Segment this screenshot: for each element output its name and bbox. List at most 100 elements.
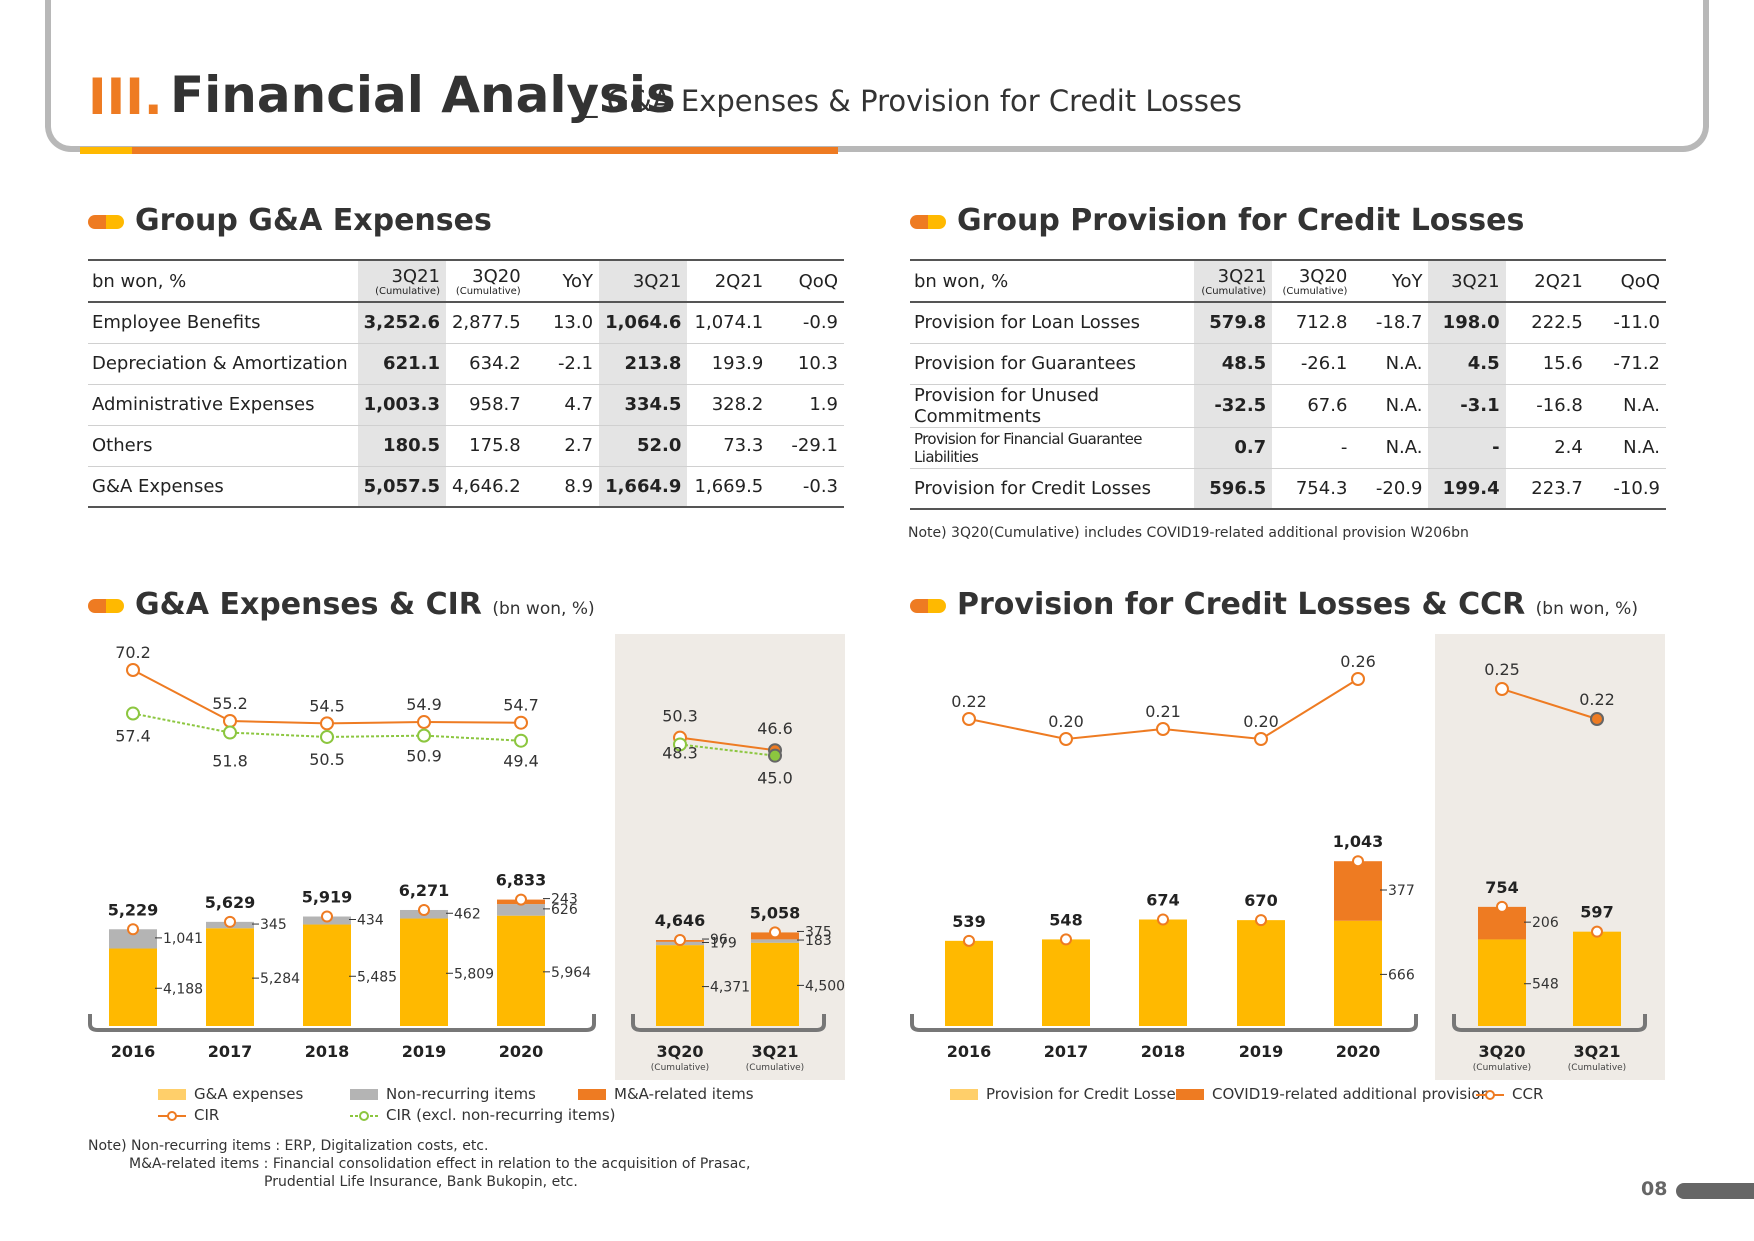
pcl-chart-title: Provision for Credit Losses & CCR — [957, 587, 1526, 622]
line-point-label: 51.8 — [212, 752, 248, 771]
highlight-panel — [1435, 634, 1665, 1080]
legend-swatch — [1176, 1089, 1204, 1100]
table-header-cell: 3Q21 (Cumulative) — [1194, 259, 1273, 303]
header-frame — [45, 0, 1709, 152]
table-header-cell: 2Q21 — [1505, 259, 1589, 303]
table-cell: -11.0 — [1588, 302, 1666, 344]
axis-baseline — [88, 1014, 596, 1032]
total-marker — [224, 915, 236, 928]
total-label: 5,058 — [750, 903, 801, 922]
line-point — [417, 728, 431, 743]
table-header-cell: QoQ — [1588, 259, 1666, 303]
bar-segment — [1042, 939, 1090, 1026]
line-point-label: 54.7 — [503, 696, 539, 715]
line-point-label: 46.6 — [757, 719, 793, 738]
table-header-label: 3Q21 — [391, 265, 440, 287]
line-point — [673, 737, 687, 752]
table-header-cell: 3Q20 (Cumulative) — [445, 259, 527, 303]
row-label: Provision for Financial Guarantee Liabil… — [910, 427, 1195, 469]
table-cell: 2.4 — [1505, 427, 1589, 469]
total-marker — [127, 923, 139, 936]
line-point — [320, 729, 334, 744]
line-point-label: 54.5 — [309, 696, 345, 715]
table-header-cell: 3Q21 — [1428, 259, 1506, 303]
table-header-label: 3Q20 — [1298, 265, 1348, 287]
pcl-chart-unit: (bn won, %) — [1535, 599, 1638, 619]
total-label: 674 — [1146, 891, 1179, 910]
table-cell: 4,646.2 — [445, 466, 527, 508]
legend-label: CCR — [1512, 1085, 1544, 1103]
table-header-label: 3Q21 — [1217, 265, 1267, 287]
table-header-label: YoY — [562, 270, 594, 292]
table-header-label: 3Q20 — [472, 265, 521, 287]
legend-line-icon — [158, 1110, 186, 1121]
line-point-label: 0.20 — [1243, 712, 1279, 731]
line-point-label: 0.26 — [1340, 652, 1376, 671]
table-cell: N.A. — [1353, 384, 1429, 428]
table-cell: 222.5 — [1505, 302, 1589, 344]
segment-label: 1,041 — [163, 931, 203, 947]
segment-label: 5,964 — [551, 965, 591, 981]
series-line — [1501, 688, 1598, 720]
line-point-label: 55.2 — [212, 694, 248, 713]
table-row: Provision for Credit Losses 596.5 754.3 -20… — [910, 468, 1666, 510]
table-cell: -0.9 — [769, 302, 844, 344]
segment-label: 377 — [1388, 883, 1415, 899]
legend-cir: CIR — [158, 1106, 219, 1124]
table-cell: 175.8 — [445, 425, 527, 467]
line-point-label: 0.22 — [951, 692, 987, 711]
table-cell: 634.2 — [445, 343, 527, 385]
total-marker — [1591, 925, 1603, 938]
table-cell: -10.9 — [1588, 468, 1666, 510]
legend-ccr: CCR — [1476, 1085, 1543, 1103]
line-point — [223, 714, 237, 728]
line-point — [320, 716, 334, 731]
x-tick-label: 2020 — [499, 1042, 544, 1061]
total-marker — [769, 926, 781, 939]
x-tick-label: 3Q20 — [657, 1042, 704, 1061]
line-point-label: 45.0 — [757, 769, 793, 788]
table-row: Employee Benefits 3,252.6 2,877.5 13.0 1,064… — [88, 302, 844, 344]
table-header-cell: QoQ — [769, 259, 844, 303]
pcl-chart-title-row: Provision for Credit Losses & CCR (bn wo… — [957, 587, 1638, 622]
x-tick-label: 2016 — [947, 1042, 992, 1061]
table-cell: 712.8 — [1272, 302, 1354, 344]
table-cell: 180.5 — [357, 425, 446, 467]
x-tick-sublabel: (Cumulative) — [1473, 1063, 1531, 1073]
line-point-label: 0.20 — [1048, 712, 1084, 731]
segment-label: 4,188 — [163, 981, 203, 997]
segment-label: 179 — [710, 935, 737, 951]
line-point — [962, 712, 976, 726]
x-tick-label: 2016 — [111, 1042, 156, 1061]
table-header-cell: 3Q21 — [599, 259, 688, 303]
table-cell: 48.5 — [1194, 343, 1273, 385]
x-tick-sublabel: (Cumulative) — [1568, 1063, 1626, 1073]
bar-segment — [1237, 920, 1285, 1026]
table-cell: -2.1 — [526, 343, 600, 385]
legend-swatch — [350, 1089, 378, 1100]
total-label: 670 — [1244, 891, 1277, 910]
line-point-label: 50.9 — [406, 747, 442, 766]
bar-segment — [206, 928, 254, 1026]
x-tick-sublabel: (Cumulative) — [651, 1063, 709, 1073]
x-tick-label: 2017 — [208, 1042, 253, 1061]
table-cell: -20.9 — [1353, 468, 1429, 510]
table-header-label: 3Q21 — [632, 270, 682, 292]
series-line — [679, 736, 776, 752]
page-number-bar — [1676, 1183, 1754, 1199]
row-label: Administrative Expenses — [88, 384, 358, 426]
bar-segment — [497, 915, 545, 1026]
table-cell: 1,074.1 — [687, 302, 770, 344]
x-tick-label: 3Q21 — [752, 1042, 799, 1061]
line-point-label: 50.5 — [309, 750, 345, 769]
table-row: Provision for Loan Losses 579.8 712.8 -18.7… — [910, 302, 1666, 344]
ga-expenses-table: bn won, % 3Q21 (Cumulative) 3Q20 (Cumulative… — [88, 259, 844, 508]
table-header-cell: bn won, % — [910, 259, 1195, 303]
row-label: Provision for Unused Commitments — [910, 384, 1195, 428]
total-label: 548 — [1049, 910, 1082, 929]
total-label: 1,043 — [1333, 832, 1384, 851]
table-cell: -32.5 — [1194, 384, 1273, 428]
section-bullet — [910, 599, 946, 613]
segment-label: 4,371 — [710, 980, 750, 996]
